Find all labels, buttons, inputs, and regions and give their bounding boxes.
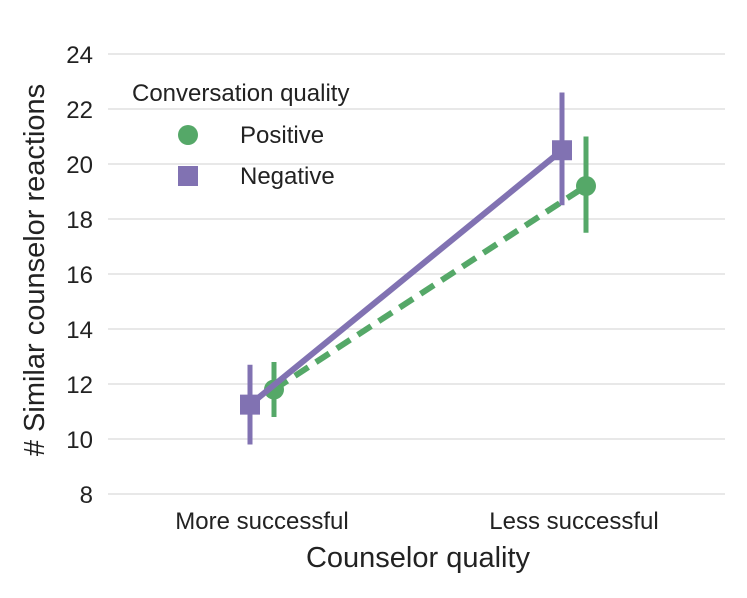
data-point (576, 176, 596, 196)
y-tick-label: 18 (66, 207, 93, 234)
legend-positive-marker (178, 125, 198, 145)
y-axis-title: # Similar counselor reactions (19, 84, 51, 456)
legend-positive-label: Positive (240, 122, 324, 149)
y-tick-label: 10 (66, 427, 93, 454)
data-point (240, 394, 260, 415)
y-tick-label: 22 (66, 97, 93, 124)
y-tick-label: 12 (66, 372, 93, 399)
series-line-negative (248, 147, 564, 407)
y-tick-label: 20 (66, 152, 93, 179)
y-tick-label: 24 (66, 42, 93, 69)
gridlines (108, 53, 725, 495)
y-tick-label: 14 (66, 317, 93, 344)
legend-negative-label: Negative (240, 163, 335, 190)
x-tick-label: More successful (175, 508, 348, 535)
legend: Conversation quality Positive Negative (132, 80, 349, 190)
series-line-positive (272, 183, 588, 393)
x-tick-labels: More successful Less successful (175, 508, 658, 535)
y-tick-label: 8 (80, 482, 93, 509)
data-point (552, 140, 572, 161)
x-tick-label: Less successful (489, 508, 658, 535)
series-negative (240, 92, 572, 445)
y-tick-labels: 8 10 12 14 16 18 20 22 24 (66, 42, 93, 509)
legend-title: Conversation quality (132, 80, 349, 107)
x-axis-title: Counselor quality (306, 542, 531, 574)
y-tick-label: 16 (66, 262, 93, 289)
legend-negative-marker (178, 166, 198, 186)
series (240, 92, 596, 445)
